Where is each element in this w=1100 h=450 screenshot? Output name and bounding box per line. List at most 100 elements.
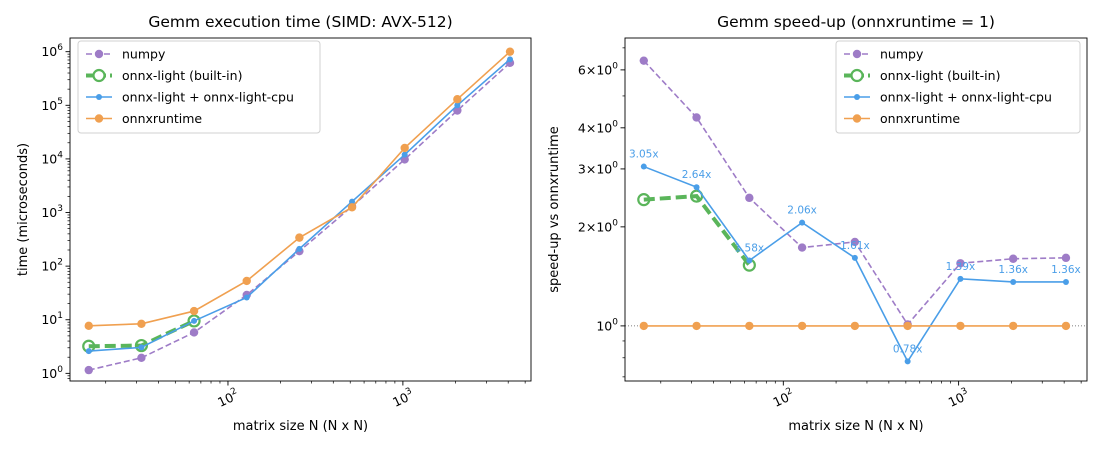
x-tick-base: 10 — [946, 389, 967, 409]
legend-swatch-marker — [850, 68, 864, 83]
data-point — [850, 237, 860, 247]
y-tick-base: 10 — [596, 219, 612, 234]
data-point — [799, 219, 806, 226]
data-label: 1.58x — [735, 243, 765, 255]
data-point — [1061, 253, 1071, 263]
x-tick-label: 102 — [215, 386, 241, 410]
data-point — [453, 106, 462, 115]
x-tick-exponent: 2 — [785, 386, 794, 397]
legend-label: onnxruntime — [122, 111, 202, 126]
data-point — [850, 321, 860, 331]
data-point — [957, 275, 964, 282]
data-label: 0.78x — [893, 343, 923, 355]
x-tick-exponent: 2 — [229, 386, 238, 397]
y-tick-label: 100 — [41, 365, 63, 381]
y-tick-label: 3×100 — [578, 160, 618, 176]
data-point — [956, 321, 965, 331]
y-axis-label: time (microseconds) — [16, 143, 31, 276]
data-point — [1062, 278, 1069, 285]
legend-label: numpy — [122, 47, 166, 62]
legend-swatch-marker — [94, 49, 104, 59]
y-tick-label: 104 — [41, 150, 63, 166]
legend-box — [835, 40, 1081, 134]
data-point — [1008, 321, 1018, 331]
y-tick-multiplier: 2× — [578, 219, 596, 234]
data-point — [745, 193, 754, 203]
y-tick-label: 103 — [41, 204, 63, 220]
x-tick-base: 10 — [390, 389, 411, 409]
y-tick-exponent: 5 — [57, 97, 63, 107]
data-point — [138, 344, 145, 351]
y-tick-multiplier: 3× — [578, 161, 596, 176]
y-tick-label: 105 — [41, 97, 63, 113]
data-point — [84, 321, 93, 331]
data-point — [1061, 321, 1071, 331]
y-tick-base: 10 — [41, 205, 57, 220]
data-point — [640, 163, 647, 170]
data-point — [692, 113, 701, 122]
data-point — [797, 321, 807, 331]
data-label: 1.36x — [998, 264, 1028, 276]
chart-1: Gemm execution time (SIMD: AVX-512)102 10… — [16, 13, 532, 434]
x-tick-base: 10 — [215, 389, 236, 409]
data-point — [187, 314, 201, 328]
data-point — [295, 233, 304, 242]
y-tick-base: 10 — [41, 98, 57, 113]
legend-label: onnx-light (built-in) — [880, 68, 1000, 83]
x-tick-base: 10 — [771, 389, 792, 409]
legend-box — [77, 40, 321, 134]
legend-swatch-marker — [92, 68, 106, 83]
y-tick-label: 4×100 — [578, 119, 618, 135]
data-point — [692, 321, 701, 331]
data-point — [400, 143, 409, 153]
legend: numpy onnx-light (built-in) onnx-light + o… — [77, 40, 321, 134]
x-axis-label: matrix size N (N x N) — [233, 419, 368, 434]
y-tick-multiplier: 4× — [578, 120, 596, 135]
data-point — [693, 184, 700, 191]
data-point — [639, 321, 648, 331]
y-tick-exponent: 0 — [612, 317, 618, 327]
y-tick-label: 100 — [596, 317, 618, 333]
y-tick-base: 10 — [41, 151, 57, 166]
x-axis-label: matrix size N (N x N) — [788, 419, 923, 434]
data-point — [1010, 278, 1017, 285]
series-line — [643, 194, 751, 267]
data-point — [134, 338, 149, 353]
y-tick-exponent: 1 — [57, 311, 63, 321]
data-point — [453, 94, 462, 104]
x-tick-exponent: 3 — [960, 386, 969, 397]
data-point — [1008, 254, 1018, 263]
data-label: 1.36x — [1051, 264, 1081, 276]
data-point — [296, 245, 303, 252]
y-axis-label: speed-up vs onnxruntime — [547, 126, 562, 293]
y-tick-exponent: 0 — [612, 61, 618, 71]
y-tick-exponent: 3 — [57, 204, 63, 214]
series-onnx-light-onnx-light-cpu — [85, 56, 514, 355]
y-tick-base: 10 — [596, 62, 612, 77]
data-point — [137, 353, 146, 363]
y-tick-label: 6×100 — [578, 61, 618, 77]
y-tick-exponent: 0 — [612, 119, 618, 129]
data-point — [797, 243, 807, 252]
legend-label: onnxruntime — [880, 111, 960, 126]
legend-swatch-marker — [854, 94, 860, 100]
chart-2: Gemm speed-up (onnxruntime = 1)102 103100… — [547, 13, 1088, 434]
data-label: 2.64x — [682, 169, 712, 181]
y-tick-label: 102 — [41, 258, 63, 274]
y-tick-exponent: 4 — [57, 150, 63, 160]
legend-label: onnx-light + onnx-light-cpu — [880, 90, 1052, 105]
data-point — [191, 317, 198, 324]
data-label: 1.39x — [946, 261, 976, 273]
x-tick-label: 103 — [390, 386, 416, 410]
legend-label: numpy — [880, 47, 924, 62]
data-point — [505, 47, 515, 56]
y-tick-label: 106 — [41, 43, 63, 59]
data-point — [85, 348, 92, 355]
y-tick-exponent: 0 — [612, 218, 618, 228]
data-point — [242, 276, 251, 286]
legend-swatch-marker — [94, 114, 104, 123]
chart-title: Gemm execution time (SIMD: AVX-512) — [148, 13, 452, 31]
chart-title: Gemm speed-up (onnxruntime = 1) — [717, 13, 995, 31]
data-point — [639, 56, 648, 65]
